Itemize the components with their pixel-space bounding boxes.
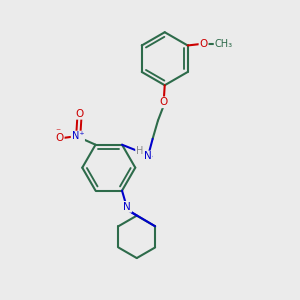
Text: O: O [159,97,167,107]
Text: CH₃: CH₃ [214,39,233,49]
Text: H: H [136,146,143,156]
Text: ⁻: ⁻ [56,128,61,138]
Text: N: N [144,152,152,161]
Text: N⁺: N⁺ [71,131,84,142]
Text: O: O [75,109,83,119]
Text: O: O [56,133,64,143]
Text: N: N [124,202,131,212]
Text: O: O [200,39,208,49]
